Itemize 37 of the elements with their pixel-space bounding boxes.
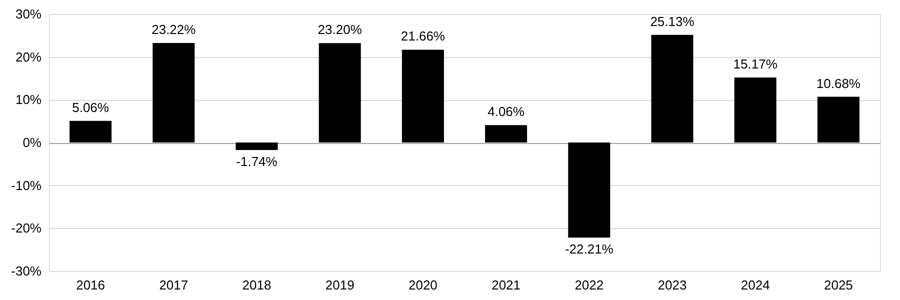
x-tick-label: 2025 (824, 278, 853, 292)
data-label: 25.13% (650, 14, 695, 29)
bar (236, 142, 278, 150)
data-label: 5.06% (72, 100, 110, 115)
data-label: 21.66% (400, 28, 446, 44)
data-label: 23.22% (152, 22, 196, 38)
x-tick-label: 2021 (492, 278, 521, 292)
data-label: 4.06% (488, 104, 525, 120)
bar (817, 96, 860, 142)
bar (318, 43, 361, 142)
x-tick-label: 2016 (76, 278, 106, 292)
bar (402, 50, 444, 142)
y-tick-label: -20% (11, 220, 42, 236)
y-tick-label: 30% (15, 6, 42, 22)
bar (651, 34, 694, 142)
x-tick-label: 2017 (159, 278, 188, 292)
y-tick-label: -30% (11, 264, 42, 278)
data-label: -22.21% (564, 242, 614, 257)
x-tick-label: 2023 (658, 278, 687, 292)
x-tick-label: 2024 (740, 278, 770, 292)
x-tick-label: 2022 (574, 278, 604, 292)
x-tick-label: 2019 (325, 278, 354, 292)
data-label: -1.74% (236, 154, 278, 169)
bar (568, 142, 610, 238)
y-tick-label: -10% (11, 178, 42, 193)
y-tick-label: 10% (15, 92, 42, 108)
y-tick-label: 0% (22, 135, 42, 150)
x-tick-label: 2020 (408, 278, 438, 292)
data-label: 10.68% (816, 76, 861, 91)
data-label: 15.17% (733, 56, 778, 72)
bar (70, 120, 112, 142)
bar (152, 43, 195, 142)
x-tick-label: 2018 (242, 278, 272, 292)
bar (485, 125, 528, 142)
data-label: 23.20% (318, 22, 362, 38)
y-tick-label: 20% (15, 49, 42, 64)
bar (734, 78, 776, 142)
